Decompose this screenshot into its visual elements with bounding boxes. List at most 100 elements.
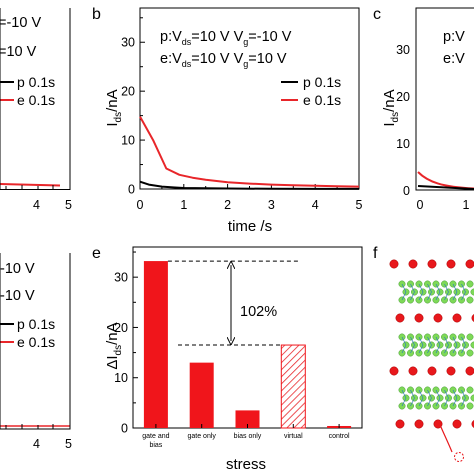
panel-c-ylabel-main: I [381,122,398,126]
atom-red [427,259,437,269]
bond [444,397,449,407]
panel-e-bar-virtual [280,344,306,429]
panel-b-cond-p-sub1: ds [182,37,192,47]
panel-a-legend-p: p 0.1s [17,74,55,90]
atom-red [465,366,474,376]
panel-b-cond-e-sub2: g [243,59,248,69]
panel-c-cond-p: p:V [443,29,465,45]
bond [435,389,441,399]
bond [427,344,432,354]
panel-b-cond-e-mid: =10 V V [191,51,243,67]
panel-b: b Ids/nA time /s p:Vds=10 V Vg=-10 V e:V… [92,6,363,235]
panel-e-ytick-label: 30 [114,271,128,285]
bond [452,344,458,354]
panel-b-legend-label-p: p 0.1s [303,74,341,90]
panel-b-cond-e-sub1: ds [182,59,192,69]
panel-b-ytick-label: 30 [121,36,135,50]
panel-b-xlabel: time /s [228,218,272,235]
bond [435,336,441,346]
migration-arrow [437,419,453,453]
panel-a-cond-e: =10 V [0,44,37,60]
panel-b-cond-p-pre: p:V [160,29,182,45]
panel-d-xtick-4: 4 [33,437,40,451]
atom-red [452,419,462,429]
bond [427,397,432,407]
panel-c-ytick-10: 10 [396,137,410,151]
atom-red [446,259,456,269]
panel-b-cond-e: e:Vds=10 V Vg=10 V [160,51,287,69]
panel-b-ytick-label: 10 [121,134,135,148]
panel-b-cond-p: p:Vds=10 V Vg=-10 V [160,29,292,47]
bond [427,336,432,346]
bond [452,389,458,399]
bond [418,283,424,293]
panel-e-bar-gate-only [189,362,214,428]
bond [452,336,458,346]
atom-green [466,386,474,394]
crystal-structure-illustration [389,259,474,462]
bond [452,283,458,293]
panel-e-ylabel-unit: /nA [104,322,121,345]
bond [461,283,466,293]
panel-d: -10 V -10 V p 0.1s e 0.1s 4 5 [0,253,72,451]
panel-e-category-label: control [329,433,350,440]
panel-e-xlabel: stress [226,456,266,473]
panel-d-legend-e: e 0.1s [17,334,55,350]
atom-red [414,313,424,323]
bond [410,389,415,399]
panel-c-xtick-1: 1 [463,198,470,212]
bond [410,291,415,301]
bond [435,283,441,293]
panel-c-axes [415,7,474,191]
bond [418,389,424,399]
bond [410,397,415,407]
atom-green [466,296,474,304]
atom-red [452,313,462,323]
panel-b-series-e [139,116,360,188]
panel-e: e ΔIds/nA stress 0 10 20 30 gate and bias gate… [92,245,363,473]
atom-red [471,314,474,322]
panel-a: =-10 V =10 V p 0.1s e 0.1s 4 5 [0,8,72,212]
panel-b-series-p [139,180,359,190]
bond [401,344,407,354]
bond [410,336,415,346]
panel-b-ylabel-sub: ds [113,112,124,123]
panel-e-ytick-label: 20 [114,321,128,335]
bond [401,336,407,346]
panel-b-cond-e-post: =10 V [248,51,287,67]
panel-a-cond-p: =-10 V [0,15,41,31]
bond [461,397,466,407]
atom-red [389,366,399,376]
atom-green [466,280,474,288]
bond [410,283,415,293]
panel-c-ytick-0: 0 [403,184,410,198]
atom-red [427,366,437,376]
panel-f-letter: f [373,245,378,262]
panel-b-xtick-label: 5 [356,198,363,212]
bond [444,389,449,399]
panel-d-axes [0,253,71,430]
atom-green [466,333,474,341]
panel-b-legend-label-e: e 0.1s [303,92,341,108]
panel-c-cond-e: e:V [443,51,465,67]
panel-e-letter: e [92,245,101,262]
bond [461,291,466,301]
panel-c-ylabel: Ids/nA [381,89,401,126]
bond [401,397,407,407]
panel-e-category-label: gate and [142,433,169,440]
atom-red [408,366,418,376]
panel-c-letter: c [373,6,381,23]
atom-red [414,419,424,429]
panel-a-xtick-5: 5 [65,198,72,212]
panel-c: c Ids/nA p:V e:V 30 20 10 0 0 1 [373,6,474,212]
panel-b-xtick-label: 0 [137,198,144,212]
panel-c-ylabel-unit: /nA [381,89,398,112]
bond [410,344,415,354]
atom-red [433,313,443,323]
panel-b-xtick-label: 1 [180,198,187,212]
bond [401,283,407,293]
panel-e-ylabel-sub: ds [113,345,124,356]
atom-red [408,259,418,269]
panel-b-xtick-label: 2 [224,198,231,212]
